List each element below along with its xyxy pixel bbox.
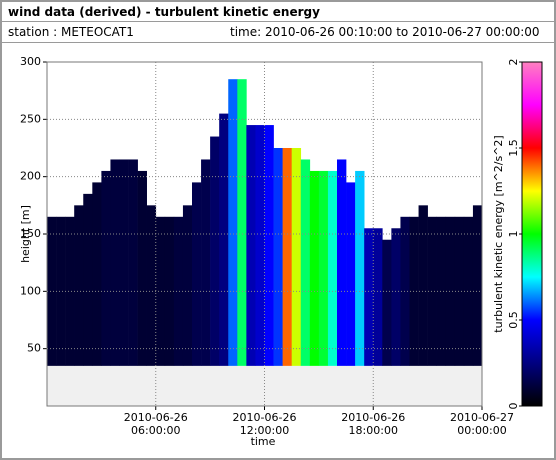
- chart: height [m] time turbulent kinetic energy…: [19, 55, 543, 448]
- x-axis-label: time: [251, 435, 276, 448]
- y-tick-label: 50: [27, 342, 41, 355]
- heatmap-cell: [364, 228, 374, 366]
- heatmap-cell: [327, 170, 338, 366]
- y-tick-label: 200: [20, 170, 41, 183]
- heatmap-cell: [282, 148, 292, 366]
- time-range: time: 2010-06-26 00:10:00 to 2010-06-27 …: [230, 25, 540, 39]
- heatmap-cell: [454, 216, 465, 366]
- heatmap-cell: [128, 159, 138, 366]
- heatmap-cell: [210, 136, 220, 366]
- title: wind data (derived) - turbulent kinetic …: [2, 2, 554, 22]
- heatmap-cell: [400, 216, 410, 366]
- heatmap-cell: [164, 216, 175, 366]
- heatmap-cell: [382, 239, 392, 366]
- heatmap-cell: [65, 216, 75, 366]
- heatmap-cell: [182, 205, 193, 366]
- heatmap-cell: [83, 193, 93, 366]
- heatmap-cell: [201, 159, 211, 366]
- heatmap-cell: [246, 125, 256, 366]
- heatmap-cell: [56, 216, 66, 366]
- heatmap-cell: [219, 113, 229, 366]
- heatmap-cell: [300, 159, 311, 366]
- heatmap-cell: [92, 182, 102, 366]
- plot-frame: [46, 61, 483, 407]
- y-tick-label: 300: [20, 55, 41, 68]
- heatmap-cell: [445, 216, 456, 366]
- x-tick-label: 2010-06-27 00:00:00: [450, 411, 514, 437]
- y-tick-label: 150: [20, 227, 41, 240]
- heatmap-cell: [291, 148, 302, 366]
- heatmap-cell: [237, 79, 247, 366]
- station: station : METEOCAT1: [8, 25, 134, 39]
- heatmap-cell: [173, 216, 184, 366]
- heatmap-cell: [101, 170, 111, 366]
- heatmap-cell: [264, 125, 274, 366]
- colorbar-tick-label: 1: [507, 231, 520, 238]
- colorbar: [521, 61, 543, 407]
- heatmap-cell: [47, 216, 57, 366]
- heatmap-cell: [427, 216, 437, 366]
- colorbar-label: turbulent kinetic energy [m^2/s^2]: [492, 135, 505, 332]
- heatmap-cell: [373, 228, 383, 366]
- x-tick-label: 2010-06-26 06:00:00: [123, 411, 188, 437]
- heatmap-cell: [228, 79, 238, 366]
- heatmap-cell: [155, 216, 166, 366]
- x-tick-label: 2010-06-26 18:00:00: [341, 411, 406, 437]
- heatmap-cell: [137, 170, 147, 366]
- heatmap-cell: [255, 125, 265, 366]
- y-tick-label: 100: [20, 284, 41, 297]
- heatmap-cell: [463, 216, 474, 366]
- heatmap-cell: [309, 170, 320, 366]
- heatmap-cell: [74, 205, 84, 366]
- heatmap-cell: [436, 216, 447, 366]
- colorbar-tick-label: 0: [507, 403, 520, 410]
- heatmap-cell: [110, 159, 120, 366]
- colorbar-tick-label: 2: [507, 59, 520, 66]
- heatmap-cell: [318, 170, 329, 366]
- heatmap-cell: [337, 159, 347, 366]
- heatmap-cell: [355, 170, 365, 366]
- heatmap-cell: [391, 228, 401, 366]
- heatmap-cell: [273, 148, 283, 366]
- heatmap-cell: [119, 159, 129, 366]
- heatmap-cell: [418, 205, 428, 366]
- heatmap-cell: [146, 205, 157, 366]
- colorbar-tick-label: 1.5: [507, 139, 520, 157]
- heatmap-cell: [192, 182, 202, 366]
- heatmap-cell: [472, 205, 483, 366]
- x-tick-label: 2010-06-26 12:00:00: [232, 411, 297, 437]
- heatmap-cell: [346, 182, 356, 366]
- heatmap-cell: [409, 216, 419, 366]
- colorbar-tick-label: 0.5: [507, 311, 520, 329]
- no-data-band: [47, 365, 482, 406]
- y-tick-label: 250: [20, 112, 41, 125]
- info-bar: station : METEOCAT1 time: 2010-06-26 00:…: [2, 22, 554, 43]
- y-axis-label: height [m]: [19, 205, 32, 263]
